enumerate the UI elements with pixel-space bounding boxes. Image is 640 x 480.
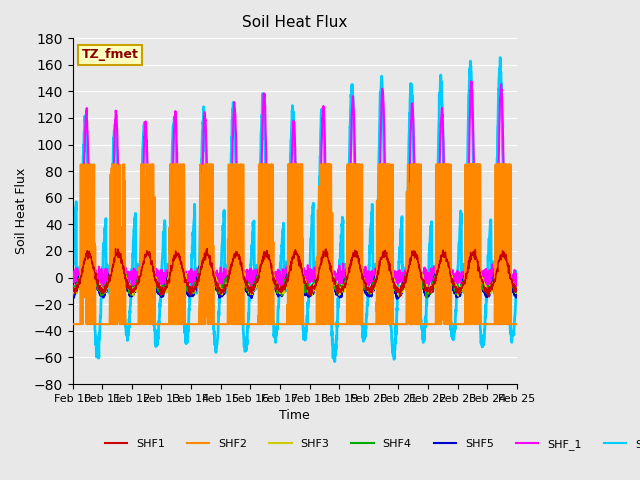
SHF_2: [497, 55, 504, 60]
SHF2: [423, 321, 431, 327]
SHF3: [68, 288, 76, 293]
Line: SHF4: SHF4: [72, 249, 517, 298]
SHF5: [468, 248, 476, 253]
SHF_1: [513, 277, 521, 283]
Line: SHF3: SHF3: [72, 257, 517, 297]
SHF_1: [307, 272, 315, 278]
SHF2: [474, 162, 482, 168]
SHF4: [317, 257, 324, 263]
SHF_2: [307, 236, 314, 242]
SHF_2: [423, 288, 431, 293]
SHF3: [424, 287, 431, 292]
SHF_1: [95, 287, 102, 293]
SHF_2: [68, 275, 76, 280]
SHF_1: [423, 278, 431, 284]
Line: SHF_1: SHF_1: [72, 81, 517, 290]
SHF5: [393, 296, 401, 301]
SHF5: [193, 281, 200, 287]
SHF_2: [474, 278, 482, 284]
SHF3: [383, 254, 390, 260]
SHF4: [474, 267, 482, 273]
Text: TZ_fmet: TZ_fmet: [81, 48, 138, 61]
SHF_2: [193, 273, 200, 278]
SHF1: [68, 287, 76, 292]
SHF_1: [474, 273, 482, 278]
SHF_1: [68, 278, 76, 284]
SHF3: [474, 265, 482, 271]
SHF_2: [331, 359, 339, 364]
SHF1: [423, 286, 431, 292]
SHF5: [317, 262, 324, 267]
SHF2: [68, 321, 76, 327]
SHF4: [307, 285, 315, 290]
SHF_1: [317, 197, 324, 203]
SHF3: [396, 294, 403, 300]
SHF3: [317, 270, 324, 276]
SHF_2: [486, 225, 494, 231]
Legend: SHF1, SHF2, SHF3, SHF4, SHF5, SHF_1, SHF_2: SHF1, SHF2, SHF3, SHF4, SHF5, SHF_1, SHF…: [100, 435, 640, 455]
SHF2: [193, 321, 200, 327]
SHF3: [513, 287, 521, 292]
SHF2: [317, 162, 324, 168]
SHF1: [513, 287, 521, 292]
SHF3: [307, 288, 314, 294]
SHF5: [68, 288, 76, 293]
Line: SHF1: SHF1: [72, 249, 517, 297]
SHF_1: [193, 274, 200, 280]
SHF2: [513, 321, 521, 327]
SHF4: [193, 282, 200, 288]
X-axis label: Time: Time: [279, 409, 310, 422]
SHF1: [204, 246, 211, 252]
SHF4: [424, 288, 431, 294]
SHF_2: [317, 155, 324, 160]
SHF1: [474, 258, 482, 264]
SHF1: [486, 285, 494, 291]
SHF1: [307, 286, 315, 292]
Line: SHF5: SHF5: [72, 251, 517, 299]
SHF_1: [467, 78, 475, 84]
Line: SHF2: SHF2: [72, 165, 517, 324]
SHF1: [193, 281, 200, 287]
SHF_2: [513, 279, 521, 285]
SHF5: [474, 267, 482, 273]
Y-axis label: Soil Heat Flux: Soil Heat Flux: [15, 168, 28, 254]
SHF_1: [486, 269, 494, 275]
SHF2: [77, 162, 84, 168]
SHF4: [513, 289, 521, 295]
Line: SHF_2: SHF_2: [72, 58, 517, 361]
SHF4: [68, 287, 76, 292]
SHF1: [317, 262, 324, 267]
SHF5: [307, 289, 314, 295]
SHF3: [486, 282, 494, 288]
SHF2: [307, 321, 315, 327]
SHF5: [423, 293, 431, 299]
SHF3: [193, 282, 200, 288]
SHF4: [486, 286, 494, 291]
SHF2: [486, 321, 494, 327]
SHF5: [513, 288, 521, 294]
SHF4: [422, 295, 430, 300]
SHF4: [143, 246, 151, 252]
Title: Soil Heat Flux: Soil Heat Flux: [242, 15, 348, 30]
SHF1: [485, 294, 493, 300]
SHF5: [486, 286, 494, 291]
